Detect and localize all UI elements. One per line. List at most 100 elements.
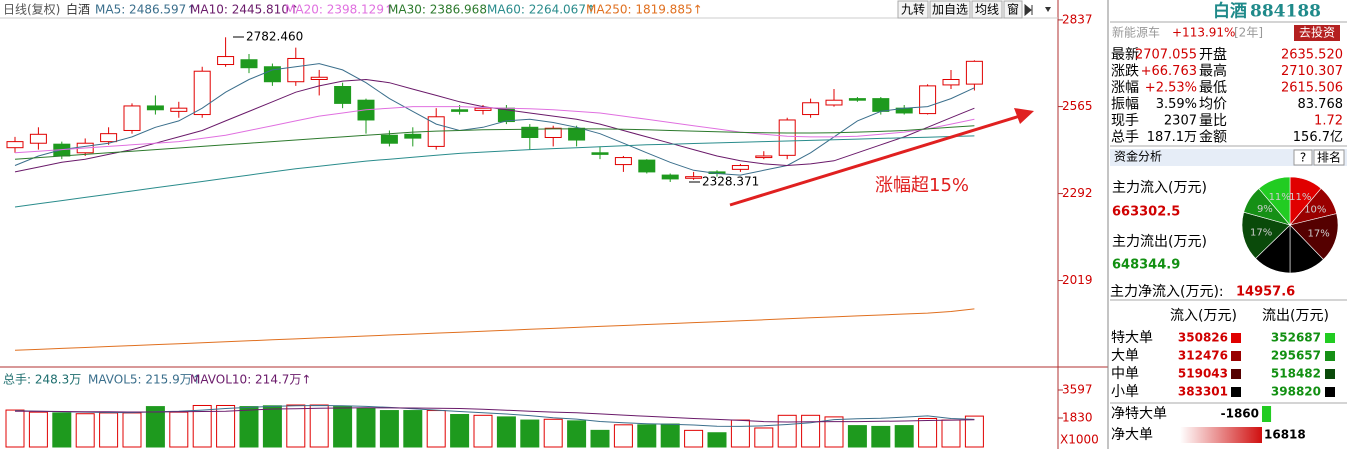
- quote-value: 83.768: [1298, 97, 1344, 112]
- volume-bar: [379, 410, 399, 448]
- row-label: 小单: [1111, 384, 1139, 400]
- legend-entry: MAVOL10: 214.7万↑: [190, 373, 311, 387]
- candle-body: [170, 107, 188, 112]
- help-button[interactable]: [1293, 149, 1313, 166]
- quote-value: 3.59%: [1156, 97, 1197, 112]
- volume-bar: [777, 414, 797, 448]
- invest-button[interactable]: [1294, 25, 1340, 41]
- ma-line: [14, 125, 975, 160]
- inflow-value: 383301: [1178, 385, 1228, 399]
- quote-value: 2707.055: [1135, 48, 1197, 63]
- trend-arrow: [729, 114, 1021, 207]
- candle-body: [965, 60, 983, 85]
- toolbar-icon[interactable]: [1045, 7, 1051, 12]
- volume-bar: [309, 404, 329, 448]
- legend-entry: MA30: 2386.968: [388, 3, 487, 17]
- candle-body: [123, 105, 141, 131]
- volume-bar: [847, 425, 867, 448]
- candle-body: [193, 70, 211, 116]
- rank-label[interactable]: 排名: [1317, 150, 1341, 165]
- toolbar-button-label[interactable]: 加自选: [932, 3, 968, 17]
- net-label: 净特大单: [1111, 406, 1167, 422]
- color-key: [1325, 333, 1335, 343]
- help-label[interactable]: ?: [1300, 151, 1306, 165]
- outflow-value: 295657: [1271, 349, 1321, 363]
- volume-bar: [286, 404, 306, 448]
- volume-bar: [918, 417, 938, 448]
- outflow-value: 648344.9: [1112, 258, 1180, 273]
- promo-period: [2年]: [1234, 26, 1263, 40]
- volume-bar: [99, 412, 119, 448]
- ma-line: [14, 308, 975, 351]
- toolbar-button[interactable]: [1003, 0, 1023, 19]
- volume-bar: [28, 411, 48, 448]
- quote-label: 振幅: [1111, 97, 1139, 113]
- candle-body: [6, 141, 24, 149]
- toolbar-button-label[interactable]: 九转: [901, 2, 925, 17]
- candle-body: [568, 127, 586, 141]
- candle-body: [802, 102, 820, 116]
- toolbar-button[interactable]: [971, 0, 1003, 19]
- candle-body: [521, 126, 539, 138]
- candle-body: [29, 133, 47, 144]
- candle-body: [263, 66, 281, 83]
- color-key: [1325, 369, 1335, 379]
- toolbar-icon[interactable]: [1024, 3, 1033, 17]
- candle-body: [451, 109, 469, 112]
- outflow-value: 352687: [1271, 331, 1321, 345]
- candle-body: [217, 56, 235, 66]
- quote-value: +66.763: [1141, 64, 1197, 79]
- unit-label: X1000: [1060, 433, 1099, 447]
- ma-line: [15, 407, 975, 423]
- net-label: 净大单: [1111, 427, 1153, 443]
- toolbar-button[interactable]: [929, 0, 971, 19]
- column-header: 流入(万元): [1170, 308, 1237, 324]
- quote-value: 2307: [1164, 114, 1197, 129]
- rank-button[interactable]: [1313, 149, 1345, 166]
- volume-bar: [754, 427, 774, 448]
- invest-button-label[interactable]: 去投资: [1299, 25, 1335, 40]
- annotation: 涨幅超15%: [875, 175, 969, 196]
- color-key: [1231, 333, 1241, 343]
- quote-label: 现手: [1111, 113, 1139, 129]
- candle-body: [614, 157, 632, 166]
- volume-bar: [941, 419, 961, 448]
- volume-bar: [403, 410, 423, 448]
- toolbar-button-label[interactable]: 窗: [1007, 3, 1019, 17]
- volume-bar: [660, 423, 680, 448]
- volume-bar: [450, 414, 470, 448]
- volume-bar: [684, 429, 704, 448]
- volume-bar: [824, 416, 844, 448]
- candle-body: [380, 134, 398, 144]
- volume-bar: [169, 411, 189, 448]
- quote-label: 均价: [1199, 97, 1227, 113]
- outflow-label: 主力流出(万元): [1112, 234, 1207, 250]
- quote-label: 涨幅: [1111, 80, 1139, 96]
- quote-label: 金额: [1199, 130, 1227, 146]
- volume-bar: [567, 420, 587, 448]
- pie-label: 11%: [1289, 192, 1311, 203]
- column-header: 流出(万元): [1262, 308, 1329, 324]
- y-tick-label: 1830: [1062, 411, 1093, 425]
- legend-entry: MA20: 2398.129↑: [285, 3, 394, 17]
- quote-label: 最高: [1199, 63, 1227, 80]
- volume-bar: [75, 413, 95, 448]
- ma-line: [14, 106, 975, 154]
- quote-value: 156.7亿: [1293, 130, 1343, 145]
- legend-entry: MAVOL5: 215.9万↑: [88, 373, 202, 387]
- trend-arrowhead: [1014, 108, 1034, 124]
- period: 日线(复权): [3, 3, 60, 17]
- quote-label: 量比: [1199, 113, 1227, 129]
- toolbar-button[interactable]: [897, 0, 929, 19]
- volume-bar: [496, 416, 516, 448]
- fund-header: [1110, 149, 1347, 166]
- volume-bar: [894, 425, 914, 448]
- legend-entry: MA60: 2264.067↑: [487, 3, 596, 17]
- candle-body: [638, 159, 656, 173]
- toolbar-button-label[interactable]: 均线: [975, 3, 999, 17]
- inflow-value: 312476: [1178, 349, 1228, 363]
- inflow-value: 519043: [1178, 367, 1228, 381]
